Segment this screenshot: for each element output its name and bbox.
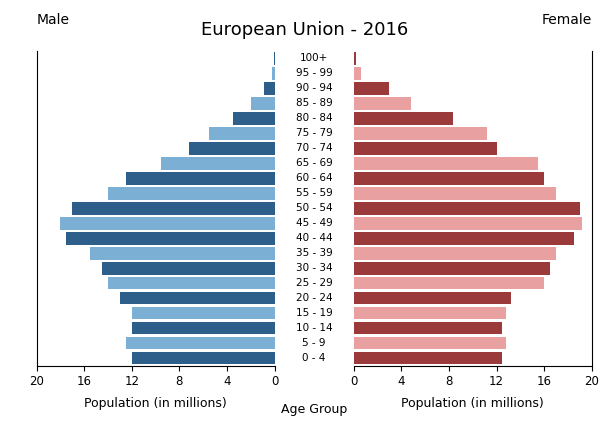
Text: Age Group: Age Group xyxy=(281,403,347,416)
Bar xyxy=(264,82,274,95)
Bar xyxy=(354,67,361,80)
Bar xyxy=(354,351,503,364)
Bar xyxy=(108,277,274,289)
Bar xyxy=(354,247,556,260)
Bar xyxy=(354,187,556,200)
Text: 5 - 9: 5 - 9 xyxy=(303,338,326,348)
Bar xyxy=(354,82,389,95)
Bar xyxy=(120,292,274,304)
Bar xyxy=(72,202,274,215)
Text: 35 - 39: 35 - 39 xyxy=(296,248,332,258)
Bar xyxy=(251,97,274,110)
Text: 15 - 19: 15 - 19 xyxy=(296,308,332,318)
Text: 70 - 74: 70 - 74 xyxy=(296,143,332,153)
Bar xyxy=(132,351,274,364)
Text: Female: Female xyxy=(542,13,592,27)
Bar xyxy=(132,322,274,334)
Text: 90 - 94: 90 - 94 xyxy=(296,83,332,94)
Bar xyxy=(354,142,497,155)
Text: Male: Male xyxy=(37,13,70,27)
Text: European Union - 2016: European Union - 2016 xyxy=(201,21,409,39)
Bar xyxy=(189,142,274,155)
Bar xyxy=(102,262,274,275)
Bar xyxy=(354,262,550,275)
Bar xyxy=(354,322,503,334)
Bar xyxy=(354,112,453,125)
Bar xyxy=(90,247,274,260)
Bar xyxy=(354,217,582,230)
Bar xyxy=(354,172,544,185)
Bar xyxy=(162,157,274,170)
Bar xyxy=(354,307,506,320)
Bar xyxy=(108,187,274,200)
Text: 0 - 4: 0 - 4 xyxy=(303,353,326,363)
Bar xyxy=(132,307,274,320)
Text: 65 - 69: 65 - 69 xyxy=(296,159,332,168)
Text: 80 - 84: 80 - 84 xyxy=(296,113,332,123)
Bar xyxy=(354,157,538,170)
Text: 45 - 49: 45 - 49 xyxy=(296,218,332,228)
Text: 55 - 59: 55 - 59 xyxy=(296,188,332,198)
Bar xyxy=(209,127,274,140)
Text: 85 - 89: 85 - 89 xyxy=(296,99,332,108)
Text: 25 - 29: 25 - 29 xyxy=(296,278,332,288)
X-axis label: Population (in millions): Population (in millions) xyxy=(401,397,544,410)
X-axis label: Population (in millions): Population (in millions) xyxy=(84,397,227,410)
Bar xyxy=(271,67,274,80)
Bar xyxy=(126,337,274,349)
Bar xyxy=(126,172,274,185)
Text: 50 - 54: 50 - 54 xyxy=(296,203,332,213)
Text: 95 - 99: 95 - 99 xyxy=(296,68,332,79)
Text: 30 - 34: 30 - 34 xyxy=(296,263,332,273)
Bar xyxy=(60,217,274,230)
Bar xyxy=(354,52,356,65)
Text: 20 - 24: 20 - 24 xyxy=(296,293,332,303)
Bar xyxy=(354,292,511,304)
Text: 100+: 100+ xyxy=(300,54,328,63)
Bar xyxy=(66,232,274,244)
Text: 40 - 44: 40 - 44 xyxy=(296,233,332,243)
Bar xyxy=(354,97,411,110)
Bar xyxy=(354,232,574,244)
Text: 75 - 79: 75 - 79 xyxy=(296,128,332,139)
Bar xyxy=(354,337,506,349)
Bar xyxy=(354,202,580,215)
Bar xyxy=(354,277,544,289)
Bar xyxy=(354,127,487,140)
Text: 10 - 14: 10 - 14 xyxy=(296,323,332,333)
Bar xyxy=(233,112,274,125)
Text: 60 - 64: 60 - 64 xyxy=(296,173,332,183)
